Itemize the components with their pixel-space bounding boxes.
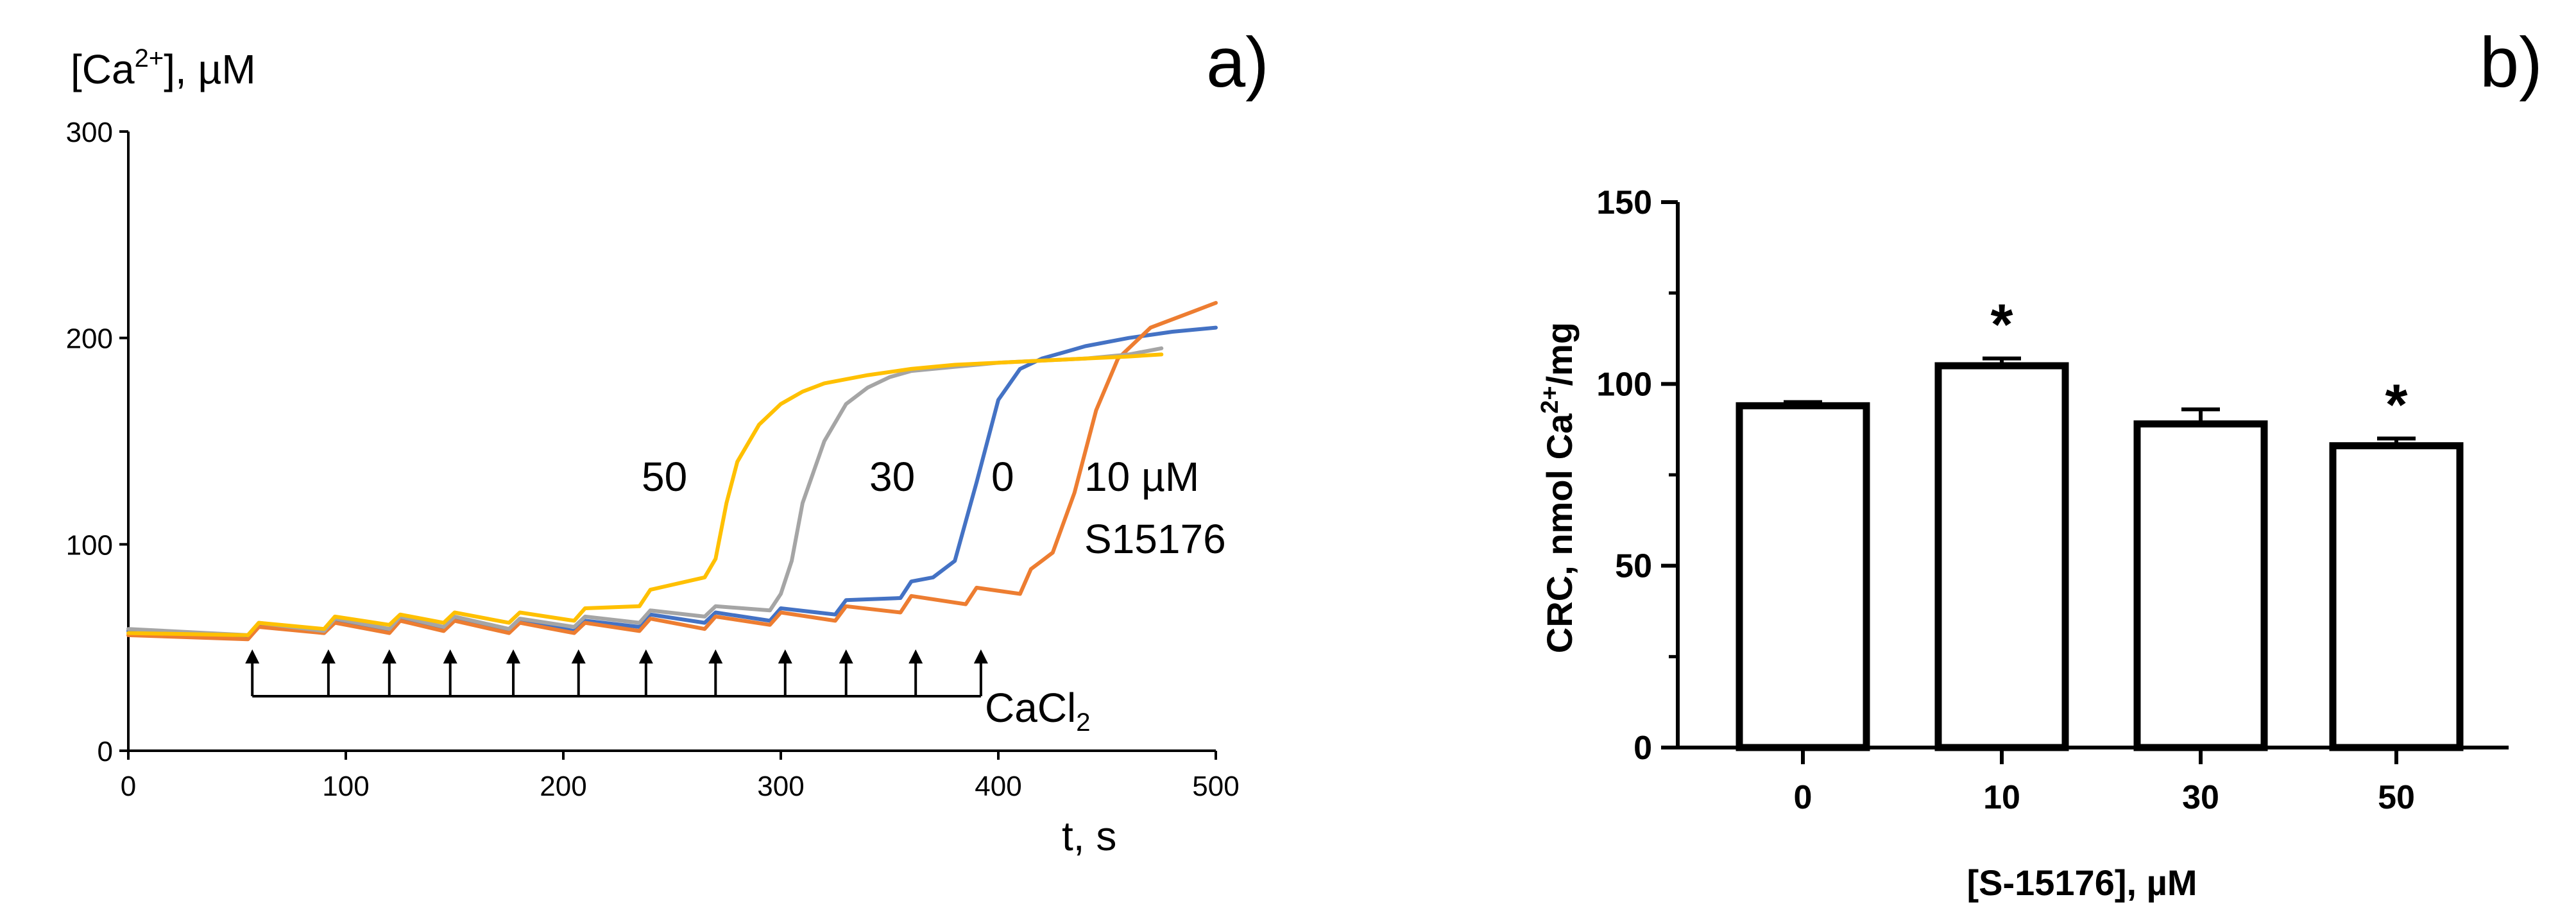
bar-0	[1736, 402, 1870, 751]
panel-a-x-ticks: 0 100 200 300 400 500	[121, 751, 1240, 802]
panel-a-y-tick-label: 100	[66, 529, 113, 561]
compound-label: S15176	[1084, 516, 1226, 562]
panel-b-y-tick-label: 150	[1596, 184, 1652, 221]
cacl2-arrow-head	[321, 649, 336, 663]
series-label-50: 50	[642, 454, 687, 500]
panel-a-letter: a)	[1206, 23, 1269, 102]
cacl2-arrow-head	[778, 649, 792, 663]
series-label-10: 10 µM	[1084, 454, 1199, 500]
cacl2-arrow-head	[973, 649, 988, 663]
panel-a-x-tick-label: 200	[540, 771, 586, 802]
panel-b-bars: 0 10 * 30 50 *	[1736, 293, 2464, 816]
panel-a-y-ticks: 0 100 200 300	[66, 117, 128, 767]
panel-b-x-tick-label: 0	[1794, 779, 1813, 816]
panel-a-ylabel: [Ca2+], µM	[71, 44, 256, 92]
significance-marker-50: *	[2385, 373, 2407, 437]
panel-a-x-tick-label: 0	[121, 771, 136, 802]
cacl2-arrow-head	[382, 649, 397, 663]
panel-b-letter: b)	[2480, 23, 2543, 102]
cacl2-arrow-head	[908, 649, 923, 663]
panel-a-x-tick-label: 500	[1192, 771, 1239, 802]
panel-b-x-tick-label: 30	[2182, 779, 2219, 816]
cacl2-arrow-head	[638, 649, 653, 663]
cacl2-arrow-head	[839, 649, 853, 663]
cacl2-additions	[245, 649, 988, 697]
panel-b-y-tick-label: 0	[1633, 730, 1652, 767]
panel-b: b) CRC, nmol Ca2+/mg 0 50 100 150 0 10 * 30 50 *…	[1537, 23, 2543, 903]
panel-a-y-tick-label: 300	[66, 117, 113, 148]
series-label-0: 0	[991, 454, 1014, 500]
bar-50	[2329, 442, 2464, 751]
bar-10	[1934, 362, 2069, 751]
cacl2-arrow-head	[443, 649, 457, 663]
cacl2-arrow-head	[571, 649, 586, 663]
cacl2-label: CaCl2	[985, 685, 1091, 737]
panel-b-y-tick-label: 50	[1615, 548, 1652, 585]
series-line-30	[126, 346, 1164, 637]
panel-a-x-tick-label: 300	[757, 771, 804, 802]
panel-a-y-tick-label: 0	[98, 736, 113, 767]
panel-b-y-tick-label: 100	[1596, 366, 1652, 403]
series-line-50	[126, 352, 1164, 637]
series-line-10M	[126, 301, 1218, 642]
panel-a-series	[126, 301, 1218, 642]
panel-a-xlabel: t, s	[1062, 813, 1116, 859]
panel-a-y-tick-label: 200	[66, 323, 113, 355]
panel-b-x-tick-label: 50	[2378, 779, 2415, 816]
panel-b-ylabel: CRC, nmol Ca2+/mg	[1537, 322, 1580, 653]
series-label-30: 30	[869, 454, 915, 500]
panel-a-x-tick-label: 100	[322, 771, 369, 802]
panel-a-x-tick-label: 400	[975, 771, 1021, 802]
cacl2-arrow-head	[708, 649, 723, 663]
cacl2-arrow-head	[506, 649, 521, 663]
cacl2-arrow-head	[245, 649, 260, 663]
bar-30	[2133, 420, 2268, 751]
panel-b-x-tick-label: 10	[1983, 779, 2020, 816]
significance-marker-10: *	[1990, 293, 2013, 357]
panel-b-xlabel: [S-15176], µM	[1966, 862, 2197, 903]
panel-b-y-ticks: 0 50 100 150	[1596, 184, 1678, 767]
